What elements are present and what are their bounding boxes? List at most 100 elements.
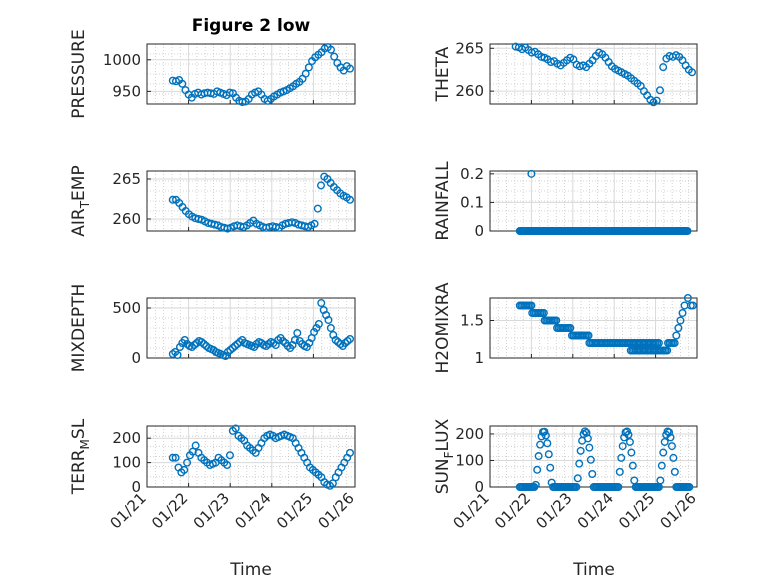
- data-point: [670, 467, 679, 476]
- data-point: [313, 204, 322, 213]
- data-point: [546, 463, 555, 472]
- y-tick-label: 200: [455, 425, 484, 443]
- plot-area: [489, 170, 698, 232]
- data-point: [171, 453, 180, 462]
- data-point: [302, 343, 311, 352]
- data-point: [588, 469, 597, 478]
- data-point: [310, 328, 319, 337]
- data-point: [614, 483, 623, 492]
- data-point: [618, 442, 627, 451]
- y-axis-label: TERRMSL: [69, 418, 92, 495]
- data-point: [624, 430, 633, 439]
- data-point: [317, 181, 326, 190]
- data-point: [223, 461, 232, 470]
- axes-border: [146, 170, 356, 232]
- data-point: [581, 427, 590, 436]
- data-point: [674, 324, 683, 333]
- axes-border: [146, 297, 356, 359]
- data-point: [654, 339, 663, 348]
- y-label-main: PRESSURE: [69, 29, 89, 118]
- y-tick-label: 0: [131, 478, 141, 496]
- y-tick-label: 1.5: [460, 312, 484, 330]
- y-label-rest: LUX: [433, 418, 453, 451]
- y-axis-label: H2OMIXRA: [433, 282, 453, 373]
- data-point: [670, 339, 679, 348]
- data-point: [566, 324, 575, 333]
- y-axis-label: RAINFALL: [433, 161, 453, 241]
- data-point: [541, 431, 550, 440]
- y-label-main: SUN: [433, 458, 453, 494]
- data-point: [531, 480, 540, 489]
- data-point: [168, 453, 177, 462]
- data-point: [175, 343, 184, 352]
- data-point: [676, 316, 685, 325]
- data-point: [533, 465, 542, 474]
- data-point: [511, 42, 520, 51]
- axes-panel-7: 0 100 200 TERRMSL: [69, 418, 356, 496]
- y-axis-label: MIXDEPTH: [69, 284, 89, 373]
- y-tick-label: 0.1: [460, 193, 484, 211]
- y-label-main: THETA: [433, 46, 453, 102]
- y-tick-label: 260: [455, 82, 484, 100]
- data-point: [625, 437, 634, 446]
- y-label-rest: EMP: [69, 165, 89, 201]
- x-axis-label-left: Time: [229, 560, 272, 580]
- y-tick-label: 265: [455, 39, 484, 57]
- data-point: [328, 479, 337, 488]
- data-point: [221, 352, 230, 361]
- data-point: [543, 439, 552, 448]
- axes-panel-3: 260 265 AIRTEMP: [69, 165, 356, 237]
- x-tick-label: 01/21: [450, 489, 493, 532]
- data-point: [330, 52, 339, 61]
- data-point: [534, 452, 543, 461]
- data-point: [683, 226, 692, 235]
- data-point: [539, 309, 548, 318]
- x-tick-label: 01/26: [657, 489, 700, 532]
- data-point: [685, 483, 694, 492]
- y-label-main: MIXDEPTH: [69, 284, 89, 373]
- data-point: [683, 294, 692, 303]
- data-point: [628, 461, 637, 470]
- plot-area: [489, 425, 698, 488]
- data-point: [173, 351, 182, 360]
- data-point: [540, 427, 549, 436]
- x-tick-label: 01/26: [315, 489, 358, 532]
- data-point: [669, 453, 678, 462]
- data-point: [293, 329, 302, 338]
- y-tick-label: 265: [112, 170, 141, 188]
- y-axis-label: PRESSURE: [69, 29, 89, 118]
- data-point: [659, 448, 668, 457]
- data-point: [178, 79, 187, 88]
- data-point: [180, 465, 189, 474]
- x-tick-label: 01/25: [273, 489, 316, 532]
- data-point: [585, 443, 594, 452]
- y-tick-label: 0: [474, 222, 484, 240]
- data-point: [183, 458, 192, 467]
- data-point: [346, 448, 355, 457]
- y-label-main: RAINFALL: [433, 161, 453, 241]
- y-label-subscript: T: [78, 200, 92, 209]
- y-tick-label: 950: [112, 82, 141, 100]
- figure-title: Figure 2 low: [192, 16, 311, 36]
- data-point: [678, 309, 687, 318]
- y-tick-label: 260: [112, 210, 141, 228]
- y-label-main: H2OMIXRA: [433, 282, 453, 373]
- data-point: [326, 324, 335, 333]
- data-point: [191, 441, 200, 450]
- y-tick-label: 200: [112, 429, 141, 447]
- data-point: [317, 299, 326, 308]
- data-point: [304, 63, 313, 72]
- data-point: [586, 455, 595, 464]
- data-point: [665, 428, 674, 437]
- axes-border: [146, 43, 356, 105]
- data-point: [310, 219, 319, 228]
- axes-border: [489, 43, 698, 105]
- data-point: [663, 346, 672, 355]
- data-point: [552, 316, 561, 325]
- x-tick-label: 01/22: [148, 489, 191, 532]
- y-label-rest: SL: [69, 418, 89, 439]
- data-point: [583, 434, 592, 443]
- y-axis-label: SUNFLUX: [433, 418, 456, 494]
- data-point: [652, 96, 661, 105]
